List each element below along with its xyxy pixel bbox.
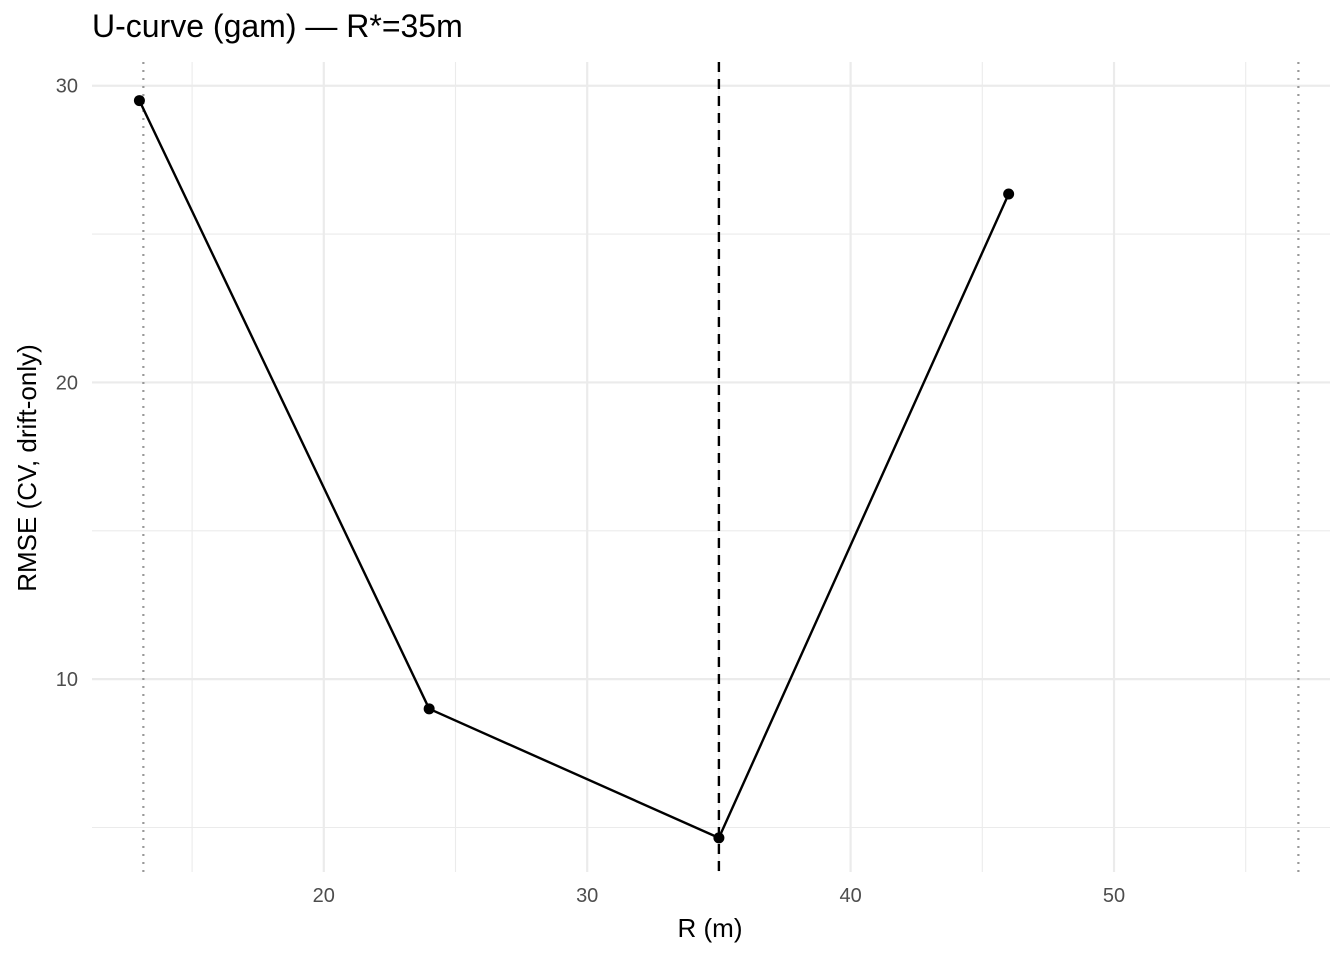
grid-minor-lines xyxy=(92,62,1330,872)
y-axis-ticks: 10 20 30 xyxy=(56,76,78,691)
y-axis-title: RMSE (CV, drift-only) xyxy=(12,344,42,592)
data-point xyxy=(423,703,435,715)
data-point xyxy=(1003,188,1015,200)
data-point xyxy=(133,95,145,107)
rmse-series xyxy=(133,95,1015,844)
x-tick-label: 40 xyxy=(839,885,861,907)
y-tick-label: 30 xyxy=(56,76,78,98)
y-tick-label: 20 xyxy=(56,372,78,394)
x-axis-ticks: 20 30 40 50 xyxy=(313,885,1125,907)
x-tick-label: 30 xyxy=(576,885,598,907)
x-tick-label: 50 xyxy=(1103,885,1125,907)
series-line xyxy=(138,100,1010,840)
data-point xyxy=(713,832,725,844)
y-tick-label: 10 xyxy=(56,669,78,691)
x-axis-title: R (m) xyxy=(678,913,743,943)
chart-title: U-curve (gam) — R*=35m xyxy=(92,8,463,44)
reference-lines xyxy=(142,62,1300,872)
grid-major-lines xyxy=(92,62,1330,872)
x-tick-label: 20 xyxy=(313,885,335,907)
